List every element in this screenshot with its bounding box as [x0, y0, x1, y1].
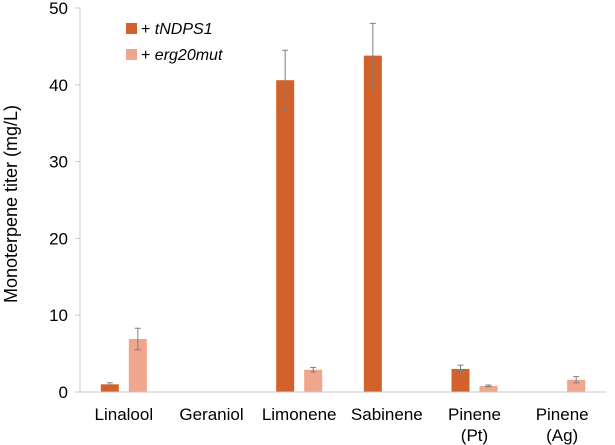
- bar-tNDPS1: [363, 55, 382, 393]
- y-tick-label: 0: [59, 383, 68, 402]
- legend-label: + erg20mut: [141, 47, 223, 64]
- bar-erg20mut: [567, 379, 586, 392]
- bar-erg20mut: [304, 369, 323, 392]
- x-tick-label: Linalool: [95, 405, 154, 424]
- y-tick-label: 30: [49, 153, 68, 172]
- legend-swatch: [126, 23, 137, 34]
- x-axis-ticks: Linalool Geraniol Limonene Sabinene Pinene (P…: [95, 405, 589, 445]
- error-bars: [106, 22, 580, 388]
- y-axis-ticks: 0 10 20 30 40 50: [49, 0, 80, 402]
- x-tick-label: Limonene: [262, 405, 337, 424]
- x-tick-label: Pinene (Ag): [536, 405, 589, 445]
- bar-tNDPS1: [100, 384, 119, 392]
- bar-erg20mut: [128, 339, 147, 392]
- y-axis-title: Monoterpene titer (mg/L): [1, 105, 21, 303]
- bar-tNDPS1: [276, 80, 295, 392]
- bar-tNDPS1: [451, 368, 470, 392]
- x-tick-label: Sabinene: [351, 405, 423, 424]
- y-tick-label: 40: [49, 76, 68, 95]
- legend-swatch: [126, 49, 137, 60]
- y-tick-label: 10: [49, 306, 68, 325]
- x-tick-label: Geraniol: [179, 405, 243, 424]
- bar-erg20mut: [479, 385, 498, 392]
- x-tick-label: Pinene (Pt): [448, 405, 501, 445]
- y-tick-label: 50: [49, 0, 68, 18]
- legend-label: + tNDPS1: [141, 21, 213, 38]
- legend: + tNDPS1 + erg20mut: [126, 21, 223, 64]
- y-tick-label: 20: [49, 229, 68, 248]
- bar-marks: [100, 55, 586, 393]
